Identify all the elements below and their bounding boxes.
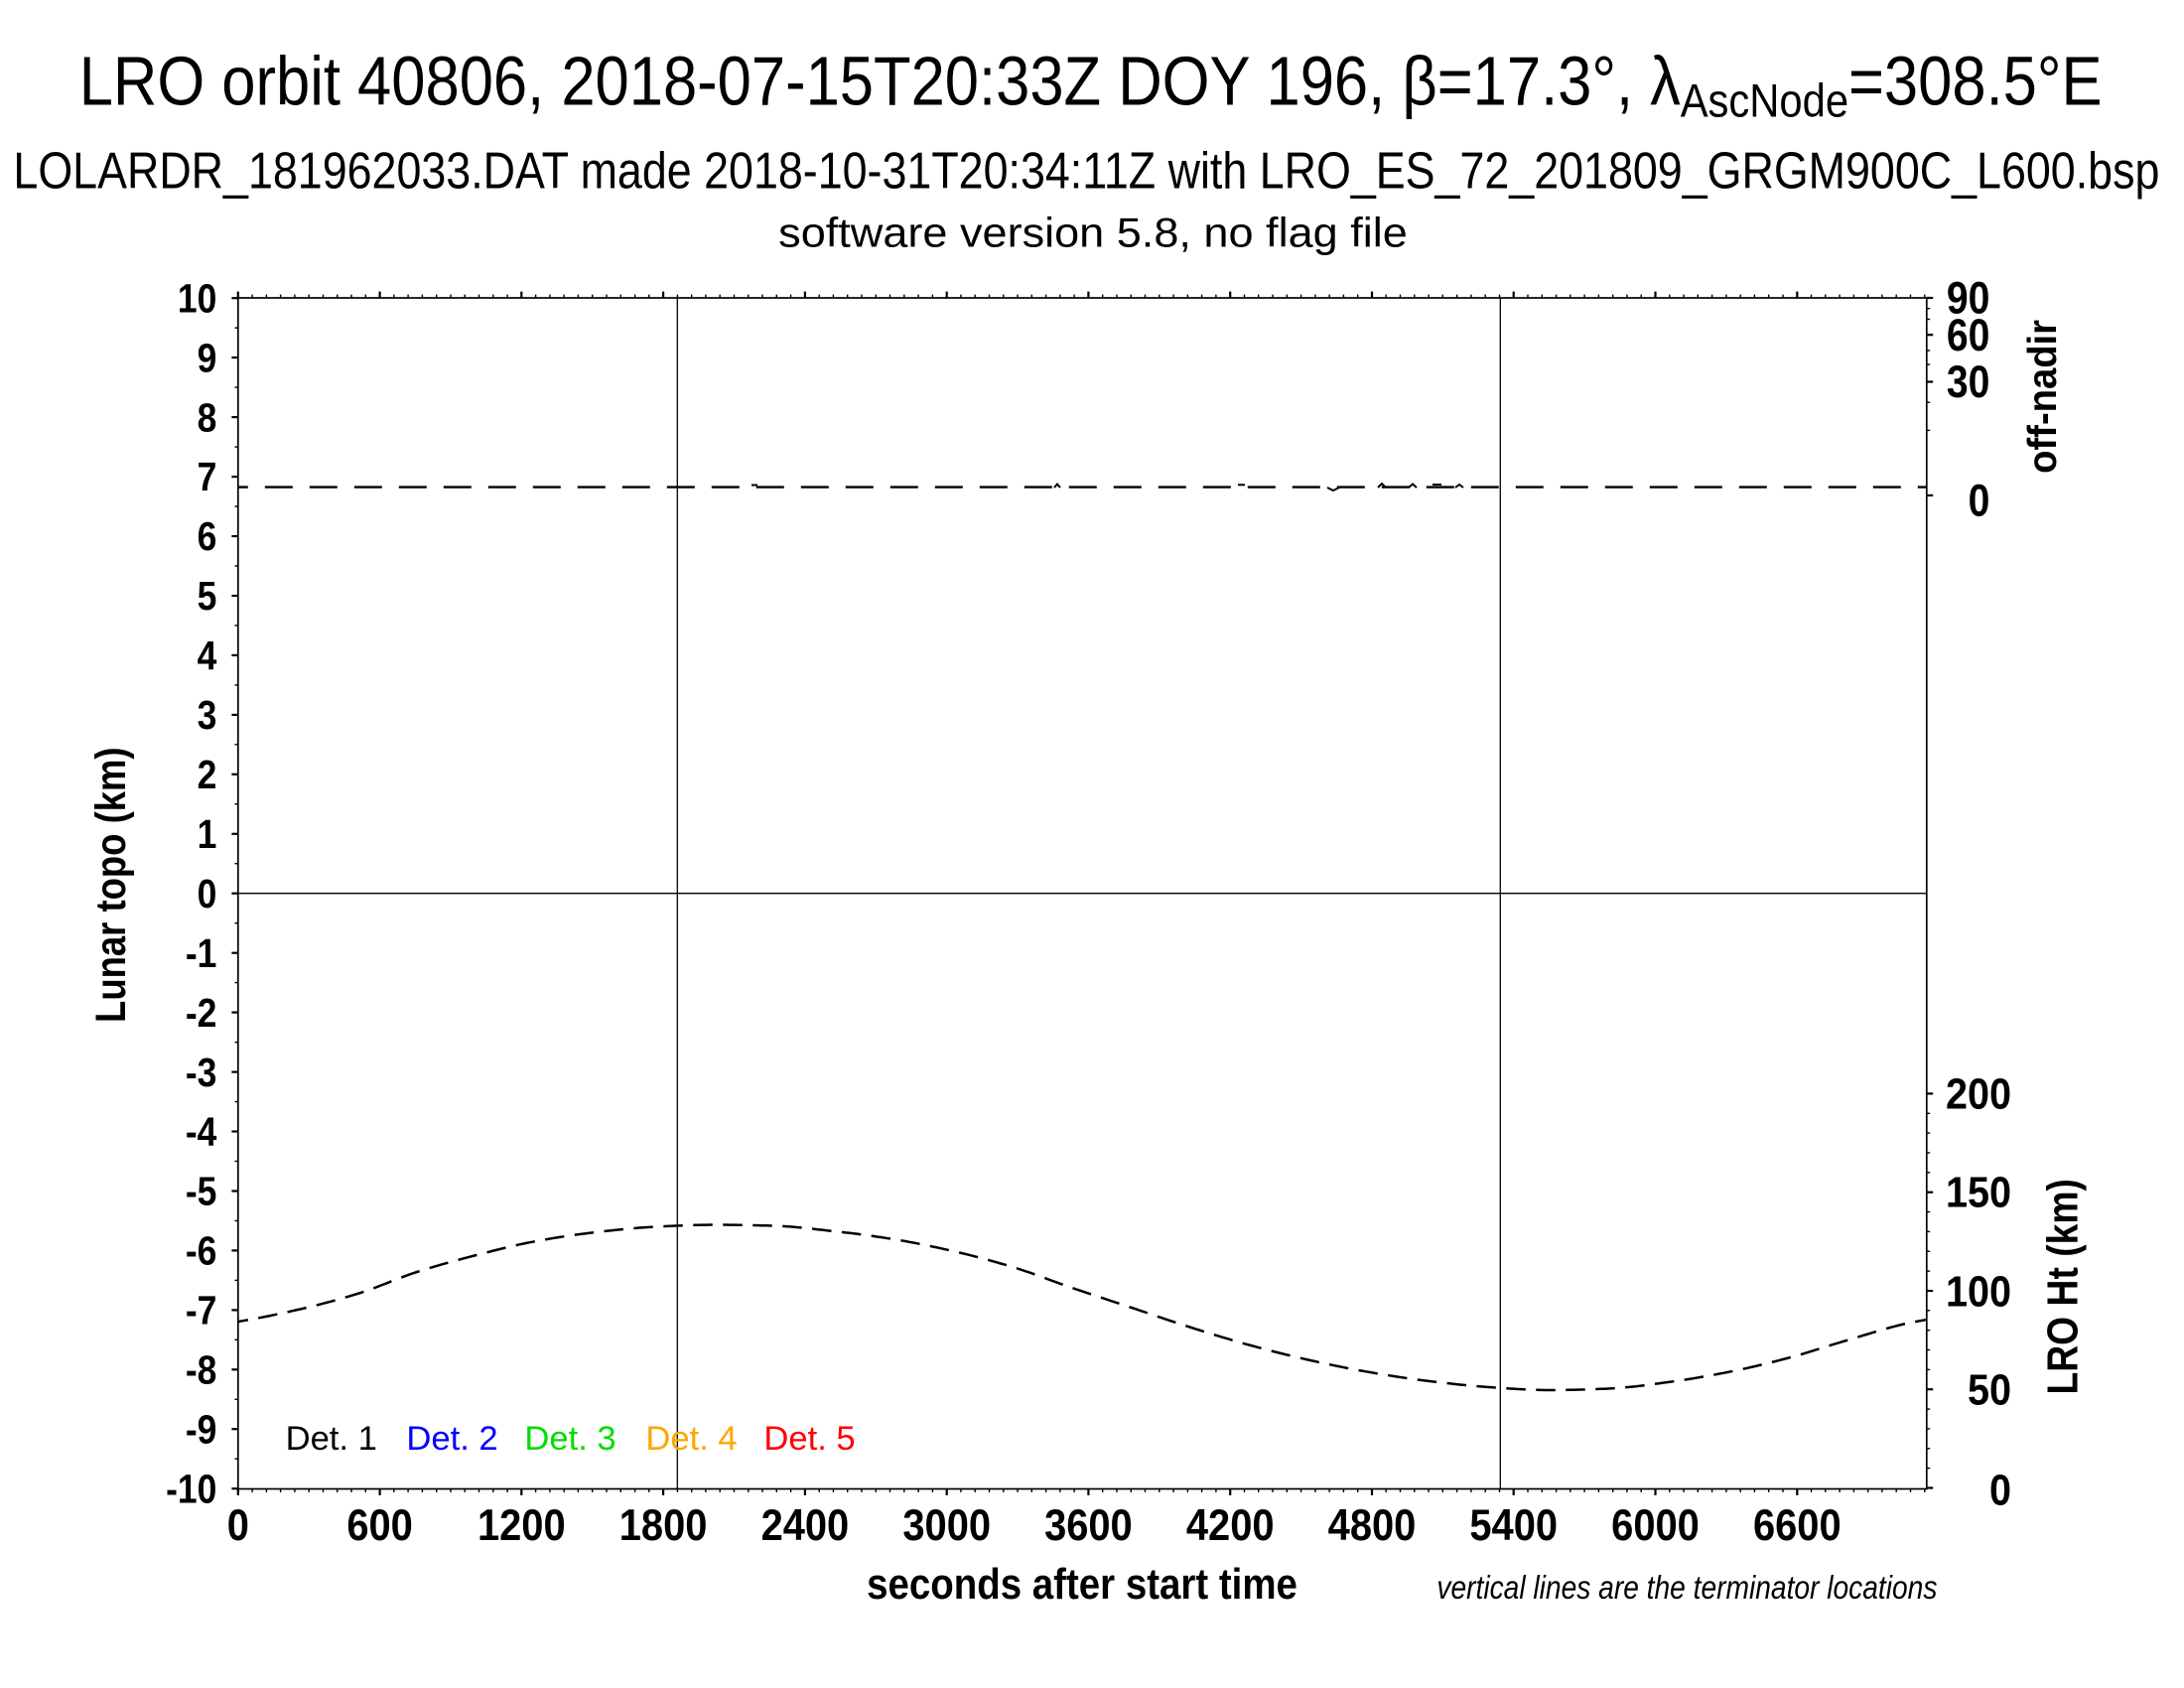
svg-text:LOLARDR_181962033.DAT made 201: LOLARDR_181962033.DAT made 2018-10-31T20… bbox=[13, 143, 2159, 201]
svg-text:50: 50 bbox=[1968, 1364, 2011, 1413]
svg-text:-4: -4 bbox=[186, 1109, 217, 1155]
svg-text:=308.5°E: =308.5°E bbox=[1848, 42, 2103, 120]
svg-text:0: 0 bbox=[227, 1500, 249, 1549]
svg-text:off-nadir: off-nadir bbox=[2020, 320, 2066, 474]
svg-text:0: 0 bbox=[1989, 1466, 2011, 1514]
svg-text:-6: -6 bbox=[186, 1228, 217, 1274]
svg-text:600: 600 bbox=[346, 1500, 413, 1549]
svg-text:3600: 3600 bbox=[1044, 1500, 1133, 1549]
svg-text:2: 2 bbox=[198, 753, 217, 798]
svg-text:Det. 4: Det. 4 bbox=[645, 1420, 737, 1458]
svg-text:-2: -2 bbox=[186, 991, 217, 1037]
svg-text:-1: -1 bbox=[186, 931, 217, 977]
svg-text:10: 10 bbox=[178, 276, 216, 322]
svg-text:Det. 3: Det. 3 bbox=[524, 1420, 615, 1458]
svg-text:Lunar topo (km): Lunar topo (km) bbox=[87, 747, 134, 1023]
svg-text:6600: 6600 bbox=[1753, 1500, 1842, 1549]
svg-text:1200: 1200 bbox=[478, 1500, 566, 1549]
svg-text:seconds after start time: seconds after start time bbox=[867, 1560, 1297, 1609]
svg-text:Det. 1: Det. 1 bbox=[286, 1420, 377, 1458]
svg-text:4200: 4200 bbox=[1186, 1500, 1275, 1549]
svg-text:7: 7 bbox=[198, 455, 217, 500]
svg-text:software version 5.8, no flag: software version 5.8, no flag file bbox=[778, 211, 1408, 256]
svg-text:8: 8 bbox=[198, 395, 217, 441]
svg-text:150: 150 bbox=[1946, 1167, 2011, 1215]
svg-text:2400: 2400 bbox=[761, 1500, 850, 1549]
svg-text:1800: 1800 bbox=[619, 1500, 708, 1549]
svg-text:5400: 5400 bbox=[1469, 1500, 1558, 1549]
svg-text:3000: 3000 bbox=[902, 1500, 991, 1549]
svg-text:AscNode: AscNode bbox=[1681, 75, 1848, 127]
svg-text:30: 30 bbox=[1947, 357, 1990, 407]
svg-text:-3: -3 bbox=[186, 1051, 217, 1096]
svg-text:5: 5 bbox=[198, 574, 217, 620]
svg-text:1: 1 bbox=[198, 812, 217, 858]
svg-text:6: 6 bbox=[198, 514, 217, 560]
svg-text:60: 60 bbox=[1947, 310, 1990, 359]
svg-text:3: 3 bbox=[198, 693, 217, 739]
svg-text:Det. 2: Det. 2 bbox=[406, 1420, 497, 1458]
svg-text:-5: -5 bbox=[186, 1169, 217, 1214]
svg-text:4800: 4800 bbox=[1328, 1500, 1417, 1549]
svg-text:vertical lines are the termina: vertical lines are the terminator locati… bbox=[1436, 1569, 1937, 1607]
svg-text:-8: -8 bbox=[186, 1347, 217, 1393]
svg-text:LRO Ht (km): LRO Ht (km) bbox=[2038, 1179, 2087, 1394]
svg-text:-7: -7 bbox=[186, 1288, 217, 1334]
svg-text:LRO orbit 40806, 2018-07-15T20: LRO orbit 40806, 2018-07-15T20:33Z DOY 1… bbox=[79, 42, 1681, 120]
svg-text:4: 4 bbox=[198, 633, 217, 679]
svg-text:-10: -10 bbox=[166, 1467, 216, 1512]
svg-text:100: 100 bbox=[1946, 1266, 2011, 1315]
svg-text:Det. 5: Det. 5 bbox=[763, 1420, 855, 1458]
svg-text:6000: 6000 bbox=[1611, 1500, 1700, 1549]
svg-text:9: 9 bbox=[198, 336, 217, 381]
svg-text:0: 0 bbox=[1969, 476, 1990, 525]
svg-text:90: 90 bbox=[1947, 273, 1990, 323]
svg-text:200: 200 bbox=[1946, 1069, 2011, 1118]
svg-text:-9: -9 bbox=[186, 1407, 217, 1453]
svg-text:0: 0 bbox=[198, 872, 217, 917]
